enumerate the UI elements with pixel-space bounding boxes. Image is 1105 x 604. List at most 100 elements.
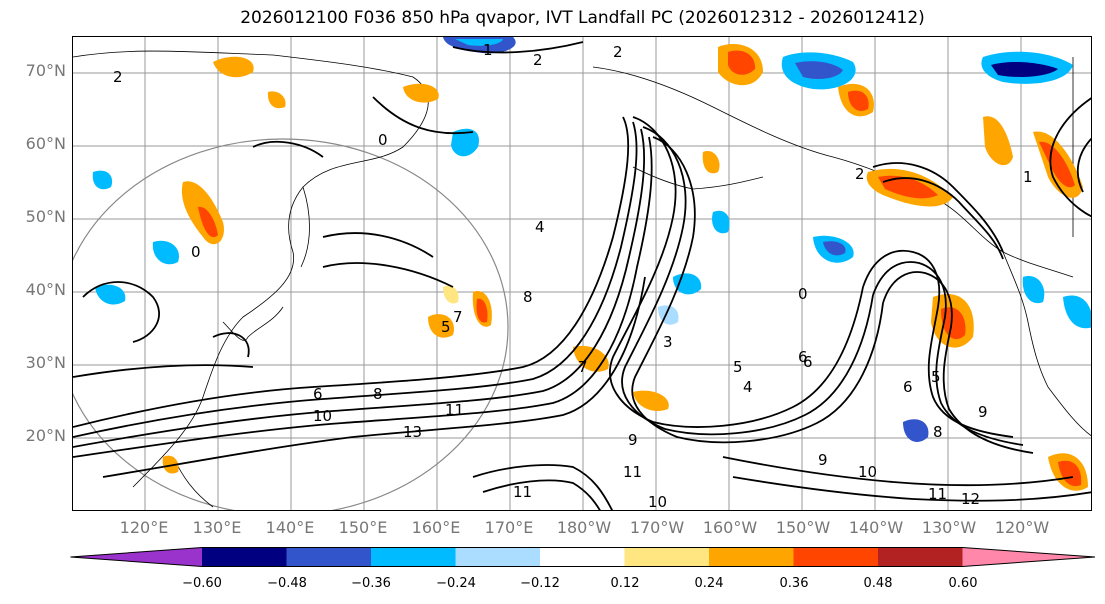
fill-blob — [712, 210, 730, 234]
lon-label: 160°W — [702, 518, 758, 537]
colorbar-cell — [202, 547, 287, 567]
contour-label: 4 — [535, 218, 545, 236]
fill-blob — [92, 170, 113, 190]
colorbar-cell — [793, 547, 879, 567]
fill-blob — [633, 390, 669, 412]
lon-label: 150°W — [775, 518, 831, 537]
fill-blob — [162, 455, 179, 474]
lon-label: 140°E — [265, 518, 315, 537]
fill-blob — [1058, 460, 1082, 487]
colorbar-tick: 0.48 — [863, 576, 893, 591]
fill-blob — [95, 284, 126, 305]
colorbar-cell — [624, 547, 710, 567]
fill-blob — [878, 175, 938, 199]
fill-blob — [673, 273, 702, 295]
lon-label: 180°W — [556, 518, 612, 537]
fill-blob — [443, 285, 459, 304]
contour-label: 1 — [483, 41, 493, 59]
contour-label: 11 — [513, 483, 532, 501]
lon-label: 120°E — [119, 518, 169, 537]
fill-blob — [991, 62, 1058, 77]
radius-circle — [73, 138, 509, 510]
contour-label: 9 — [818, 451, 828, 469]
contour-label: 0 — [378, 131, 388, 149]
fill-blob — [941, 307, 966, 340]
fill-blob — [848, 90, 869, 112]
contour-label: 6 — [803, 353, 813, 371]
colorbar-tick: −0.24 — [436, 576, 476, 591]
fill-blob — [267, 91, 286, 109]
contour-label: 13 — [403, 423, 422, 441]
contour-label: 2 — [533, 51, 543, 69]
colorbar-tick: −0.60 — [182, 576, 222, 591]
contour-labels: 1 2 2 0 0 2 1 4 8 5 7 7 5 6 4 6 8 9 10 1… — [113, 41, 1033, 511]
contour-label: 7 — [453, 308, 463, 326]
contour-label: 8 — [523, 288, 533, 306]
map-title: 2026012100 F036 850 hPa qvapor, IVT Land… — [240, 8, 925, 28]
colorbar-tick: 0.60 — [948, 576, 978, 591]
colorbar — [70, 547, 1096, 567]
contour-label: 12 — [961, 490, 980, 508]
colorbar-cell — [286, 547, 372, 567]
fill-blob — [823, 241, 846, 256]
colorbar-tick: 0.36 — [779, 576, 809, 591]
contour-label: 11 — [928, 485, 947, 503]
contour-label: 2 — [613, 43, 623, 61]
lon-label: 170°E — [484, 518, 534, 537]
colorbar-tick: 0.24 — [694, 576, 724, 591]
fill-blob — [476, 298, 488, 323]
fill-blob — [428, 314, 454, 338]
contour-label: 4 — [743, 378, 753, 396]
lat-label: 40°N — [25, 280, 66, 299]
contour-label: 7 — [578, 358, 588, 376]
contour-label: 10 — [858, 463, 877, 481]
lon-label: 120°W — [994, 518, 1050, 537]
contour-label: 6 — [798, 348, 808, 366]
contour-label: 8 — [933, 423, 943, 441]
contour-label: 6 — [313, 385, 323, 403]
contour-label: 2 — [855, 165, 865, 183]
map-canvas: 1 2 2 0 0 2 1 4 8 5 7 7 5 6 4 6 8 9 10 1… — [73, 37, 1091, 511]
contour-label: 0 — [191, 243, 201, 261]
fill-blob — [451, 128, 479, 157]
negative-anomaly-fills — [92, 37, 1091, 442]
colorbar-tick: −0.12 — [520, 576, 560, 591]
fill-blob — [983, 116, 1013, 166]
contour-label: 1 — [1023, 168, 1033, 186]
colorbar-cell — [371, 547, 456, 567]
lat-label: 50°N — [25, 207, 66, 226]
lon-label: 140°W — [848, 518, 904, 537]
colorbar-outline — [70, 547, 1096, 567]
lon-label: 130°E — [192, 518, 242, 537]
contour-label: 11 — [445, 401, 464, 419]
contour-label: 3 — [663, 333, 673, 351]
colorbar-cell — [878, 547, 963, 567]
contour-label: 8 — [373, 385, 383, 403]
fill-blob — [213, 56, 254, 78]
fill-blob — [152, 240, 179, 265]
contour-label: 10 — [313, 407, 332, 425]
contour-label: 2 — [113, 68, 123, 86]
colorbar-cell — [709, 547, 794, 567]
contour-label: 5 — [931, 368, 941, 386]
fill-blob — [1063, 295, 1091, 329]
fill-blob — [1022, 276, 1045, 304]
lon-label: 170°W — [629, 518, 685, 537]
contour-label: 6 — [903, 378, 913, 396]
lat-label: 30°N — [25, 353, 66, 372]
map-panel: 1 2 2 0 0 2 1 4 8 5 7 7 5 6 4 6 8 9 10 1… — [72, 36, 1092, 511]
colorbar-cell — [540, 547, 625, 567]
fill-blob — [403, 83, 439, 103]
fill-blob — [728, 50, 756, 75]
lon-label: 160°E — [411, 518, 461, 537]
contour-label: 0 — [798, 285, 808, 303]
fill-blob — [795, 61, 843, 79]
contour-label: 10 — [648, 493, 667, 511]
colorbar-tick: −0.36 — [351, 576, 391, 591]
lat-label: 60°N — [25, 134, 66, 153]
lon-label: 130°W — [921, 518, 977, 537]
colorbar-extension-high — [962, 547, 1095, 567]
fill-blob — [702, 151, 720, 174]
colorbar-extension-low — [70, 547, 202, 567]
fill-blob — [455, 39, 503, 46]
